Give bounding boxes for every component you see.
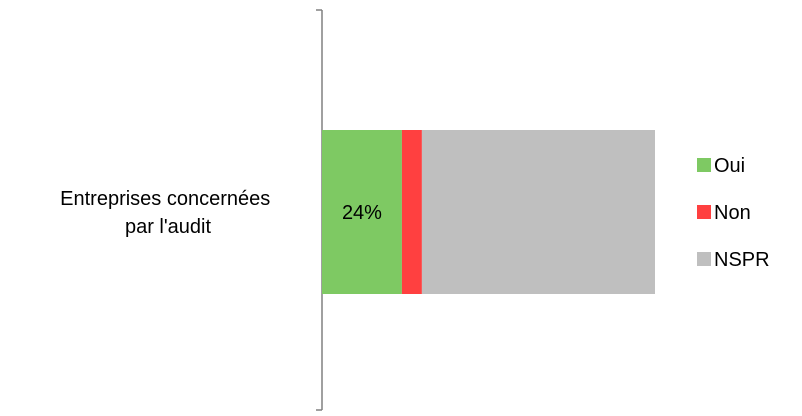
legend-swatch-non [697,205,711,219]
bar-oui [322,130,402,294]
bar-non [401,130,422,294]
data-label-oui: 24% [342,202,382,224]
bar-nspr [421,130,655,294]
bar-segments [322,130,655,294]
legend-label-nspr: NSPR [714,249,770,271]
legend-label-oui: Oui [714,155,745,177]
legend-swatch-oui [697,158,711,172]
category-label-line-1: Entreprises concernées [60,188,270,210]
category-label-line-2: par l'audit [125,216,212,238]
data-labels: 24% [342,202,382,224]
legend-label-non: Non [714,202,751,224]
legend-swatch-nspr [697,252,711,266]
category-label: Entreprises concernées par l'audit [60,188,276,238]
legend: Oui Non NSPR [697,155,770,271]
